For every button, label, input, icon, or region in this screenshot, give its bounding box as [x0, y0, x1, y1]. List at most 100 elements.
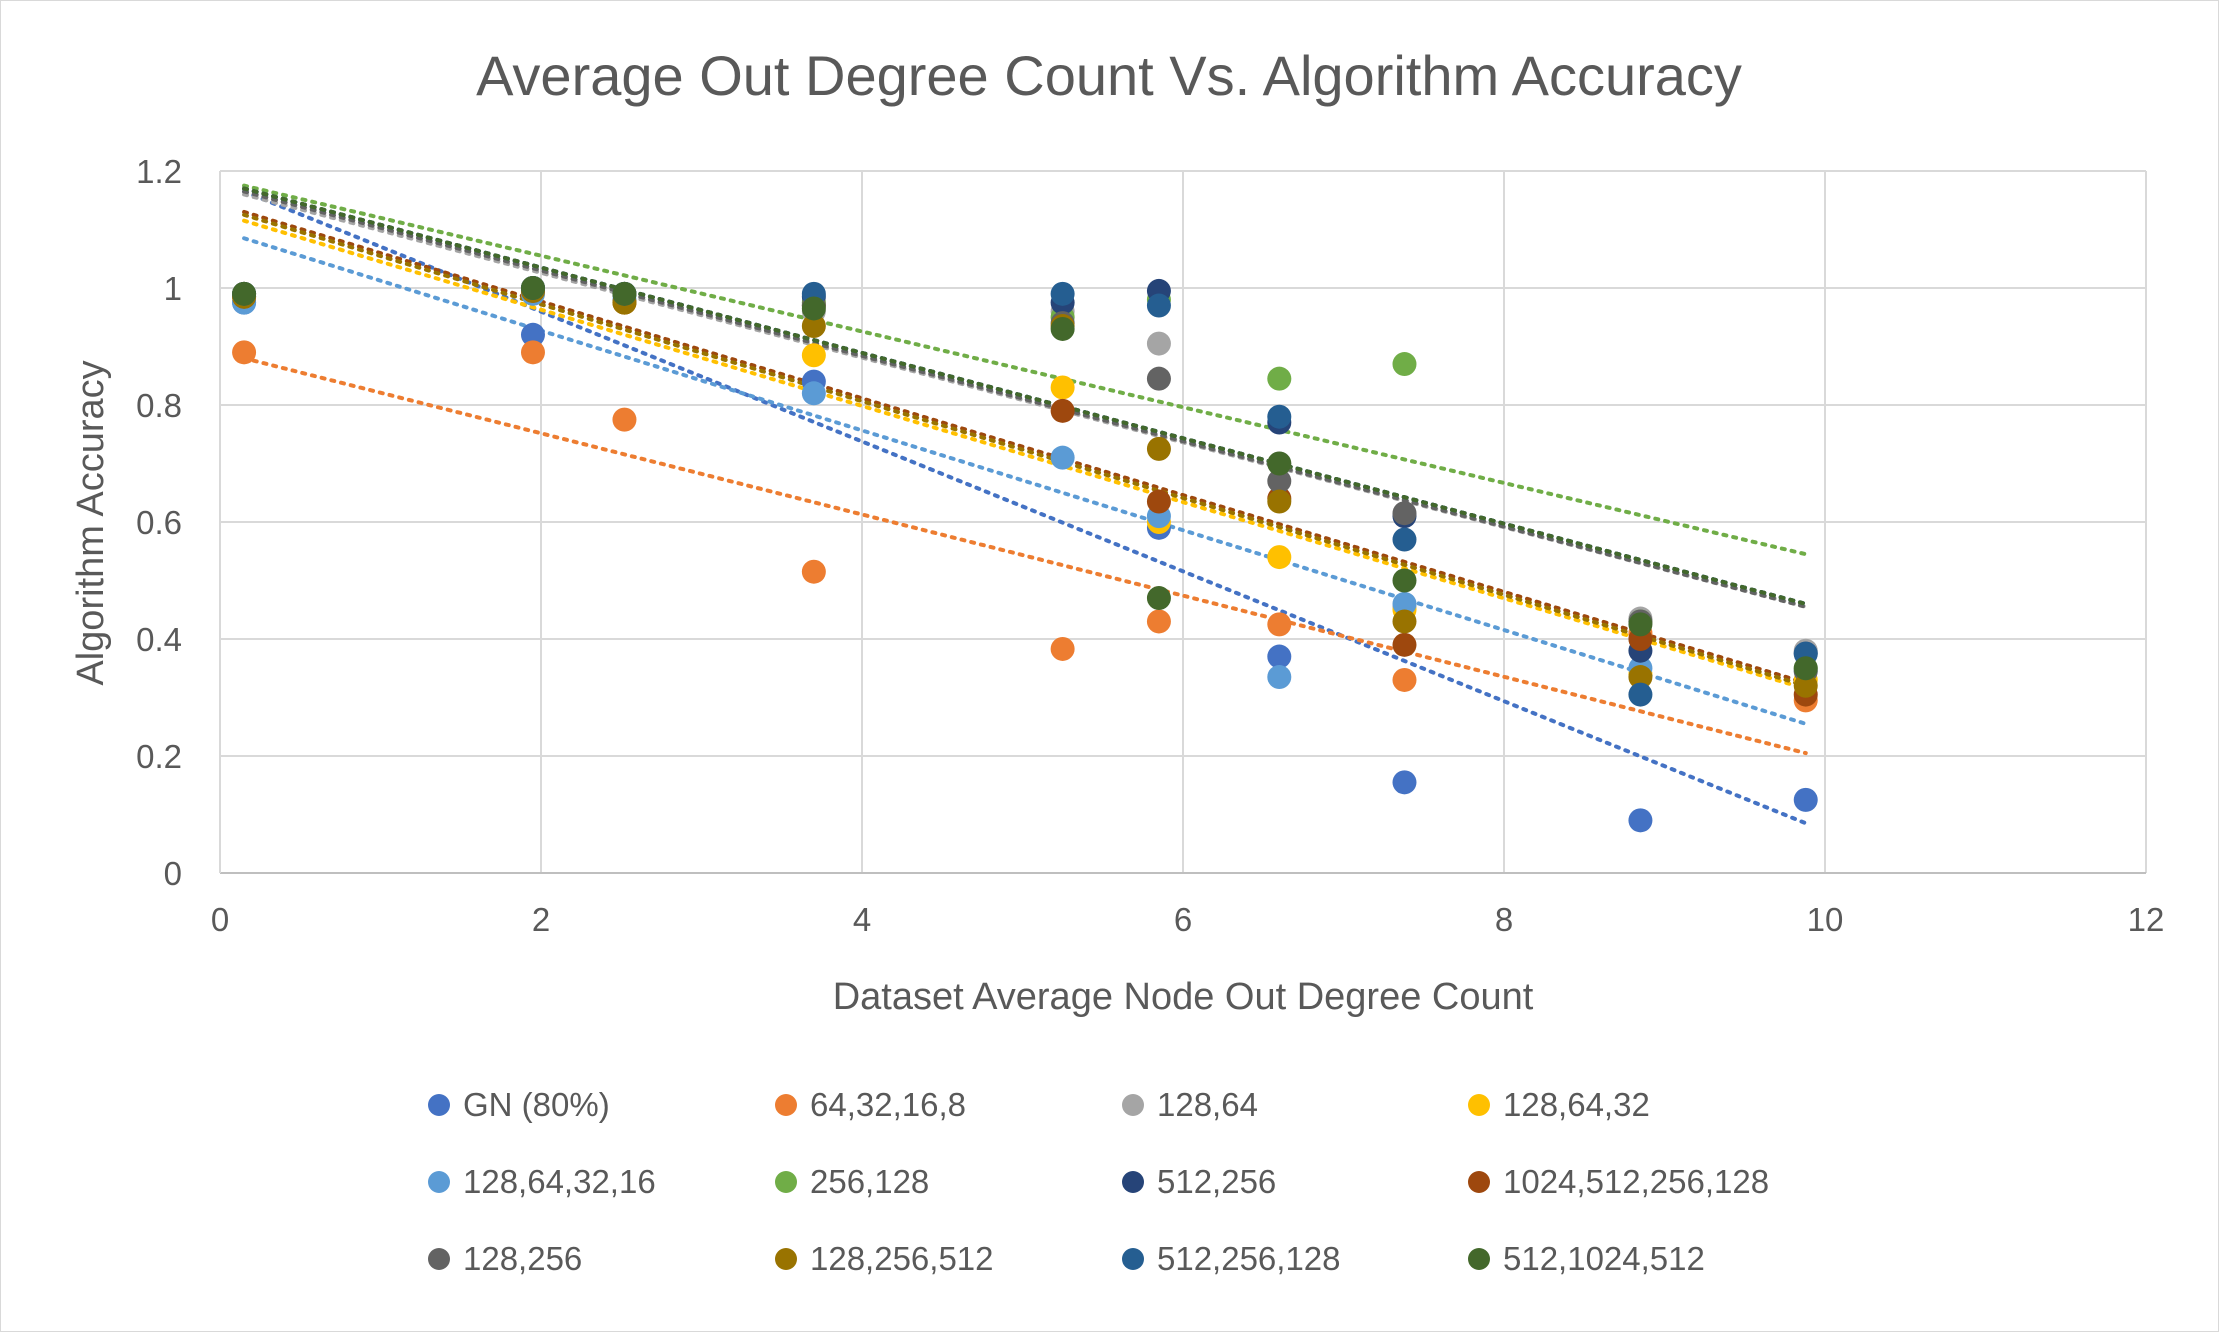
legend-marker — [428, 1171, 450, 1193]
axis-lines — [219, 171, 2146, 874]
legend-marker — [1122, 1094, 1144, 1116]
data-point-series-11 — [612, 281, 637, 306]
y-tick-label: 1 — [164, 270, 182, 307]
data-point-series-2 — [1146, 331, 1171, 356]
legend-item: 512,1024,512 — [1468, 1240, 1705, 1277]
data-point-series-1 — [612, 407, 637, 432]
x-axis-title: Dataset Average Node Out Degree Count — [833, 976, 1534, 1018]
data-point-series-11 — [1267, 451, 1292, 476]
x-tick-label: 2 — [532, 901, 550, 938]
x-tick-label: 10 — [1807, 901, 1844, 938]
data-point-series-9 — [1793, 673, 1818, 698]
data-point-series-11 — [232, 281, 257, 306]
trendline-series-7 — [242, 209, 1808, 685]
data-point-series-1 — [1146, 609, 1171, 634]
trendline-series-11 — [242, 186, 1808, 606]
trendline-series-5 — [242, 183, 1808, 557]
data-point-series-4 — [1267, 665, 1292, 690]
legend-label: 512,1024,512 — [1503, 1240, 1705, 1277]
data-points — [232, 276, 1818, 833]
data-point-series-5 — [1267, 366, 1292, 391]
data-point-series-10 — [1628, 682, 1653, 707]
chart-title: Average Out Degree Count Vs. Algorithm A… — [476, 44, 1742, 107]
data-point-series-0 — [520, 322, 545, 347]
legend-item: 64,32,16,8 — [775, 1086, 966, 1123]
data-point-series-8 — [1267, 469, 1292, 494]
data-point-series-1 — [1050, 636, 1075, 661]
x-tick-label: 8 — [1495, 901, 1513, 938]
x-tick-label: 4 — [853, 901, 871, 938]
y-tick-label: 0 — [164, 855, 182, 892]
legend: GN (80%) 64,32,16,8 128,64 128,64,32 128,64,… — [428, 1086, 1769, 1277]
data-point-series-11 — [1050, 316, 1075, 341]
legend-marker — [428, 1094, 450, 1116]
data-point-series-4 — [1050, 445, 1075, 470]
data-point-series-10 — [1146, 293, 1171, 318]
data-point-series-4 — [801, 381, 826, 406]
data-point-series-9 — [1628, 665, 1653, 690]
legend-marker — [775, 1094, 797, 1116]
data-point-series-11 — [1146, 586, 1171, 611]
legend-item: 128,64 — [1122, 1086, 1258, 1123]
legend-marker — [775, 1171, 797, 1193]
legend-item: 128,256,512 — [775, 1240, 994, 1277]
legend-marker — [428, 1248, 450, 1270]
data-point-series-9 — [801, 314, 826, 339]
data-point-series-8 — [1146, 366, 1171, 391]
trendline-series-3 — [242, 218, 1808, 691]
legend-marker — [1468, 1248, 1490, 1270]
data-point-series-0 — [1793, 787, 1818, 812]
legend-label: 256,128 — [810, 1163, 929, 1200]
data-point-series-9 — [1146, 436, 1171, 461]
data-point-series-10 — [1392, 527, 1417, 552]
legend-label: 512,256 — [1157, 1163, 1276, 1200]
legend-label: 128,256,512 — [810, 1240, 994, 1277]
data-point-series-1 — [1392, 667, 1417, 692]
legend-item: 128,256 — [428, 1240, 582, 1277]
data-point-series-1 — [1267, 612, 1292, 637]
data-point-series-10 — [1267, 404, 1292, 429]
legend-marker — [1468, 1171, 1490, 1193]
data-point-series-0 — [1628, 808, 1653, 833]
grid-lines — [219, 170, 2147, 874]
legend-marker — [775, 1248, 797, 1270]
legend-label: 128,64 — [1157, 1086, 1258, 1123]
x-tick-label: 12 — [2128, 901, 2165, 938]
data-point-series-5 — [1392, 352, 1417, 377]
data-point-series-11 — [1628, 612, 1653, 637]
data-point-series-0 — [1392, 770, 1417, 795]
y-axis-title: Algorithm Accuracy — [70, 360, 112, 685]
y-tick-label: 0.4 — [136, 621, 182, 658]
legend-label: 128,64,32,16 — [463, 1163, 656, 1200]
legend-label: GN (80%) — [463, 1086, 610, 1123]
data-point-series-8 — [1392, 501, 1417, 526]
trendline-series-8 — [242, 189, 1808, 609]
data-point-series-10 — [1050, 281, 1075, 306]
data-point-series-11 — [520, 276, 545, 300]
legend-item: 128,64,32,16 — [428, 1163, 656, 1200]
data-point-series-9 — [1392, 609, 1417, 634]
trendline-series-4 — [242, 236, 1808, 726]
y-tick-label: 1.2 — [136, 153, 182, 190]
trendline-series-0 — [242, 189, 1808, 826]
trendline-series-2 — [242, 192, 1808, 609]
data-point-series-3 — [1050, 375, 1075, 400]
legend-item: 512,256 — [1122, 1163, 1276, 1200]
data-point-series-1 — [520, 340, 545, 365]
data-point-series-11 — [1392, 568, 1417, 593]
x-tick-label: 0 — [211, 901, 229, 938]
legend-item: 512,256,128 — [1122, 1240, 1341, 1277]
x-tick-label: 6 — [1174, 901, 1192, 938]
data-point-series-7 — [1146, 489, 1171, 514]
legend-item: GN (80%) — [428, 1086, 610, 1123]
legend-item: 256,128 — [775, 1163, 929, 1200]
legend-label: 128,64,32 — [1503, 1086, 1650, 1123]
trendlines — [242, 183, 1808, 826]
legend-label: 64,32,16,8 — [810, 1086, 966, 1123]
legend-label: 512,256,128 — [1157, 1240, 1341, 1277]
y-tick-label: 0.8 — [136, 387, 182, 424]
data-point-series-4 — [1392, 591, 1417, 616]
legend-marker — [1122, 1248, 1144, 1270]
